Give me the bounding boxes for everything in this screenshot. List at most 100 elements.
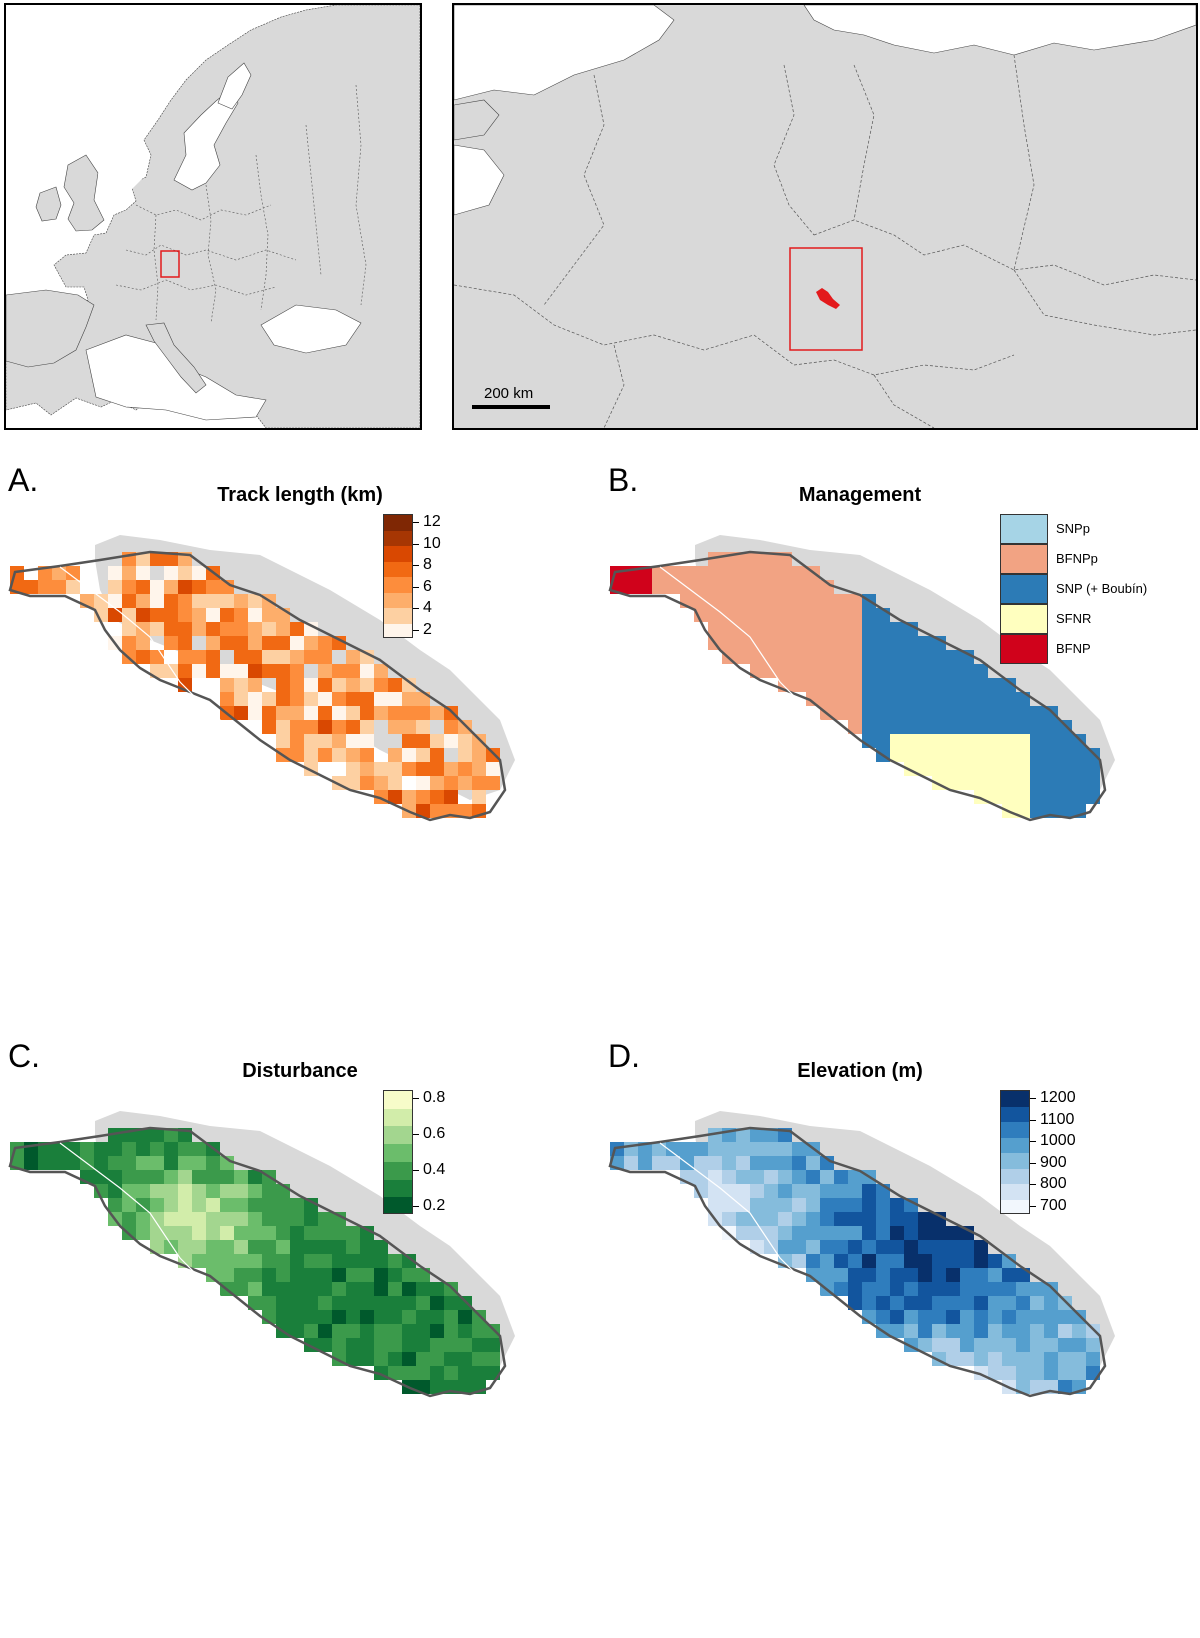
raster-cell	[946, 720, 960, 734]
raster-cell	[444, 1338, 458, 1352]
raster-cell	[862, 1268, 876, 1282]
raster-cell	[904, 650, 918, 664]
raster-cell	[946, 1268, 960, 1282]
raster-cell	[1044, 1366, 1058, 1380]
raster-cell	[360, 748, 374, 762]
raster-cell	[764, 566, 778, 580]
raster-cell	[876, 1282, 890, 1296]
raster-cell	[848, 720, 862, 734]
raster-cell	[974, 1324, 988, 1338]
raster-cell	[276, 1198, 290, 1212]
raster-cell	[974, 734, 988, 748]
raster-cell	[388, 720, 402, 734]
raster-cell	[136, 650, 150, 664]
raster-cell	[290, 678, 304, 692]
raster-cell	[876, 1296, 890, 1310]
raster-cell	[458, 748, 472, 762]
raster-cell	[792, 678, 806, 692]
raster-cell	[988, 1324, 1002, 1338]
raster-cell	[276, 1282, 290, 1296]
raster-cell	[486, 1324, 500, 1338]
raster-cell	[262, 608, 276, 622]
raster-cell	[388, 1366, 402, 1380]
raster-cell	[736, 552, 750, 566]
raster-cell	[192, 664, 206, 678]
raster-cell	[150, 1128, 164, 1142]
raster-cell	[904, 1212, 918, 1226]
raster-cell	[722, 622, 736, 636]
raster-cell	[150, 664, 164, 678]
raster-cell	[248, 706, 262, 720]
raster-cell	[164, 1184, 178, 1198]
raster-cell	[1016, 706, 1030, 720]
raster-cell	[276, 720, 290, 734]
legend: 12 10 8 6 4 2	[383, 513, 583, 644]
raster-cell	[472, 762, 486, 776]
raster-cell	[834, 594, 848, 608]
legend-color-bar	[1000, 1090, 1030, 1214]
north-sea	[98, 135, 146, 205]
raster-cell	[848, 706, 862, 720]
raster-cell	[318, 720, 332, 734]
raster-cell	[430, 1310, 444, 1324]
raster-cell	[206, 1254, 220, 1268]
raster-cell	[94, 1170, 108, 1184]
raster-cell	[876, 650, 890, 664]
raster-cell	[164, 622, 178, 636]
raster-cell	[234, 664, 248, 678]
raster-cell	[890, 664, 904, 678]
raster-cell	[764, 594, 778, 608]
raster-cell	[862, 650, 876, 664]
raster-cell	[848, 1212, 862, 1226]
raster-cell	[946, 1310, 960, 1324]
raster-cell	[234, 636, 248, 650]
raster-cell	[80, 1142, 94, 1156]
raster-cell	[388, 748, 402, 762]
raster-cell	[904, 1240, 918, 1254]
raster-cell	[1072, 1366, 1086, 1380]
raster-cell	[402, 678, 416, 692]
raster-cell	[360, 1324, 374, 1338]
raster-cell	[374, 1254, 388, 1268]
raster-cell	[960, 734, 974, 748]
raster-cell	[360, 720, 374, 734]
raster-cell	[890, 734, 904, 748]
raster-cell	[918, 762, 932, 776]
raster-cell	[248, 1296, 262, 1310]
raster-cell	[722, 608, 736, 622]
raster-cell	[778, 1184, 792, 1198]
raster-cell	[150, 594, 164, 608]
raster-cell	[946, 748, 960, 762]
raster-cell	[444, 1366, 458, 1380]
raster-cell	[430, 804, 444, 818]
raster-cell	[346, 1240, 360, 1254]
raster-cell	[234, 622, 248, 636]
raster-cell	[862, 1282, 876, 1296]
region-map-svg	[454, 5, 1196, 428]
raster-cell	[136, 566, 150, 580]
raster-cell	[374, 692, 388, 706]
raster-cell	[918, 720, 932, 734]
raster-cell	[694, 566, 708, 580]
raster-cell	[988, 1338, 1002, 1352]
raster-cell	[108, 566, 122, 580]
legend-swatch	[1000, 544, 1048, 574]
raster-cell	[932, 1310, 946, 1324]
raster-cell	[234, 1170, 248, 1184]
raster-cell	[974, 692, 988, 706]
legend-tick-mark	[413, 1134, 419, 1135]
raster-cell	[932, 762, 946, 776]
raster-cell	[750, 580, 764, 594]
raster-cell	[820, 608, 834, 622]
raster-cell	[904, 1324, 918, 1338]
raster-cell	[862, 692, 876, 706]
raster-cell	[206, 664, 220, 678]
raster-cell	[932, 1296, 946, 1310]
raster-cell	[206, 1212, 220, 1226]
raster-cell	[792, 664, 806, 678]
raster-cell	[820, 636, 834, 650]
raster-cell	[416, 706, 430, 720]
raster-cell	[890, 1198, 904, 1212]
raster-cell	[318, 1296, 332, 1310]
raster-cell	[388, 678, 402, 692]
